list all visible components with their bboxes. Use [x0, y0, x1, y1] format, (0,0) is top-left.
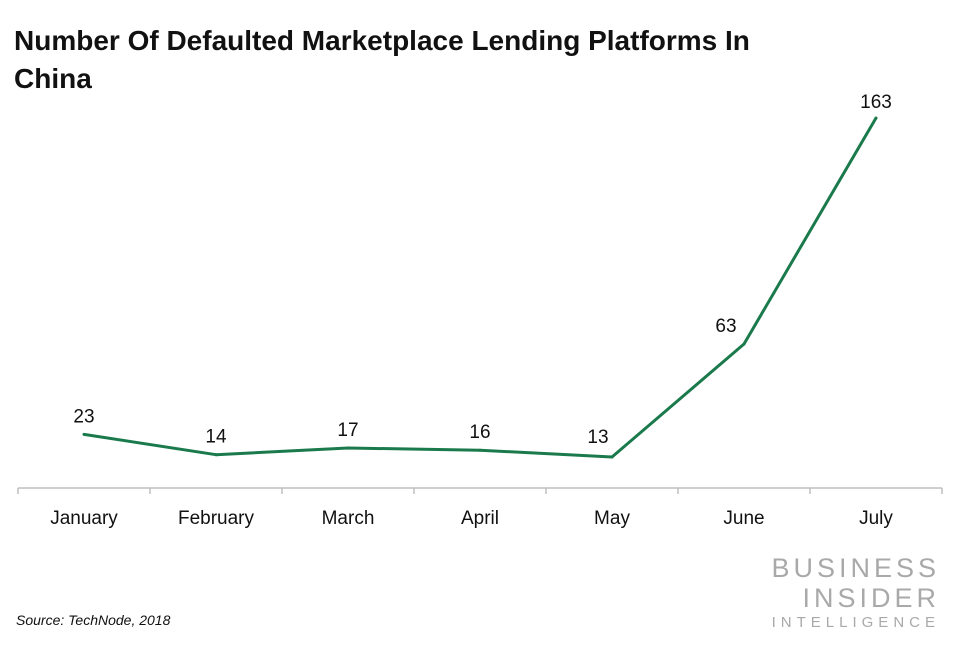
logo-line-business: BUSINESS — [771, 553, 940, 583]
x-tick-label: May — [594, 508, 630, 529]
data-label: 23 — [73, 406, 94, 427]
series-layer — [82, 116, 878, 459]
data-point — [214, 453, 218, 457]
data-label: 14 — [205, 427, 227, 448]
x-axis: January February March April May June July — [17, 487, 943, 529]
data-label: 163 — [860, 92, 892, 113]
logo-line-intelligence: INTELLIGENCE — [771, 614, 940, 631]
data-label: 13 — [587, 427, 608, 448]
x-tick-label: June — [723, 508, 764, 529]
business-insider-intelligence-logo: BUSINESS INSIDER INTELLIGENCE — [750, 553, 940, 633]
series-line — [83, 117, 878, 459]
x-tick-label: March — [322, 508, 375, 529]
data-label: 16 — [469, 422, 490, 443]
data-point — [874, 116, 878, 120]
data-point — [478, 448, 482, 452]
data-label: 17 — [337, 420, 358, 441]
x-tick-label: April — [461, 508, 499, 529]
chart-title: Number Of Defaulted Marketplace Lending … — [14, 25, 750, 94]
data-labels: 23 14 17 16 13 63 163 — [73, 92, 891, 448]
data-point — [742, 342, 746, 346]
x-tick-label: February — [178, 508, 255, 529]
logo-line-insider: INSIDER — [802, 583, 940, 613]
data-point — [610, 455, 614, 459]
data-point — [346, 446, 350, 450]
data-point — [82, 432, 86, 436]
x-tick-label: July — [859, 508, 893, 529]
data-label: 63 — [715, 316, 736, 337]
x-tick-label: January — [50, 508, 118, 529]
source-note: Source: TechNode, 2018 — [16, 612, 171, 628]
